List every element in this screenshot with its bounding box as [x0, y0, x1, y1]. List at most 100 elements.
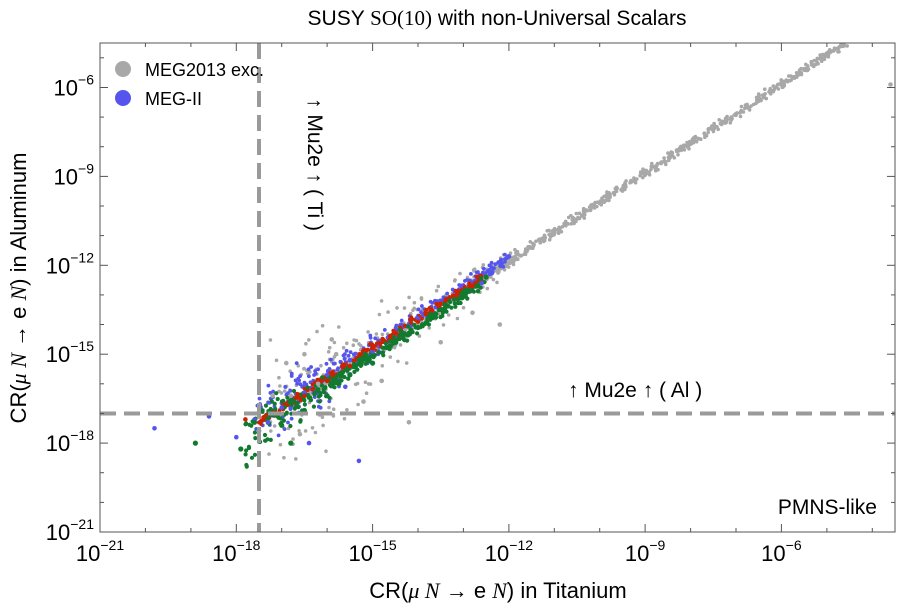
data-point [294, 457, 298, 461]
data-point [467, 284, 471, 289]
data-point-meg2013 [642, 171, 648, 176]
data-point [523, 249, 528, 253]
legend-label-meg2013: MEG2013 exc. [145, 60, 264, 80]
data-point [288, 388, 293, 393]
data-point [607, 198, 611, 203]
data-point [668, 152, 672, 156]
data-point [303, 429, 308, 433]
data-point [447, 298, 452, 303]
data-point [799, 66, 804, 71]
data-point [343, 362, 347, 367]
data-point [353, 364, 358, 369]
data-point [836, 50, 840, 54]
data-point [508, 251, 513, 255]
data-point-green [192, 440, 198, 446]
data-point [278, 442, 283, 447]
axis-ticks [99, 43, 895, 533]
data-point [362, 357, 367, 362]
data-point [639, 171, 644, 176]
data-point [392, 345, 397, 350]
x-tick-label: 10−21 [76, 537, 124, 566]
data-point [728, 121, 733, 125]
data-point [430, 308, 435, 313]
data-point-meg2013 [329, 337, 335, 342]
data-point [458, 300, 463, 306]
data-point [263, 438, 268, 443]
data-point [305, 385, 310, 390]
data-point-meg2013 [361, 399, 366, 404]
data-point [691, 137, 696, 142]
data-point [828, 50, 833, 54]
data-point [574, 211, 579, 216]
data-point [607, 191, 611, 195]
data-point [666, 158, 671, 163]
data-point [739, 104, 744, 109]
data-point [363, 380, 368, 385]
data-point [342, 357, 347, 361]
data-point [471, 289, 476, 294]
data-point [278, 384, 282, 388]
data-point-megII [152, 426, 157, 431]
data-point [304, 341, 308, 346]
mu2e-ti-label: ↑ Mu2e ↑ ( Ti ) [303, 98, 326, 231]
data-point [650, 161, 654, 166]
legend-marker-meg-ii [115, 90, 131, 106]
data-point [381, 337, 385, 342]
data-point [344, 368, 350, 373]
data-point [771, 84, 776, 88]
data-point [279, 391, 284, 395]
data-point [262, 432, 268, 438]
data-point [246, 445, 252, 451]
data-point [547, 238, 552, 242]
data-point [311, 404, 316, 409]
data-point [653, 168, 658, 173]
data-point [364, 352, 369, 357]
data-point-megII [324, 372, 330, 378]
data-point [706, 130, 710, 135]
data-point-meg2013 [470, 310, 475, 316]
data-point [364, 391, 369, 396]
data-point [590, 202, 595, 207]
data-point-green [415, 324, 421, 331]
data-point [419, 296, 424, 300]
data-point [580, 213, 584, 217]
data-point [493, 262, 498, 267]
data-point [302, 402, 307, 407]
data-point [417, 334, 422, 338]
data-point [380, 364, 385, 368]
data-point-meg2013 [438, 340, 444, 345]
data-point [297, 429, 301, 433]
data-point [398, 343, 403, 347]
data-point-megII [306, 440, 312, 446]
data-point [420, 316, 424, 321]
data-point-meg2013 [297, 431, 303, 437]
data-point [401, 337, 406, 342]
data-point [445, 291, 450, 296]
data-point [298, 398, 303, 403]
data-point [682, 148, 687, 152]
data-point [336, 366, 340, 371]
data-point [582, 210, 587, 215]
data-point [247, 422, 252, 427]
data-point [574, 219, 578, 224]
chart-title-suffix: with non-Universal Scalars [437, 7, 687, 30]
data-point [345, 408, 349, 412]
data-point [620, 187, 624, 191]
data-point [556, 231, 561, 235]
data-point [763, 87, 767, 91]
data-point [358, 363, 363, 368]
data-point-green [460, 289, 466, 295]
data-point [268, 338, 273, 342]
data-point [331, 407, 336, 412]
data-point-red [347, 363, 353, 369]
data-point [399, 318, 404, 323]
data-point [346, 353, 351, 358]
data-point [339, 378, 344, 383]
data-point-red [415, 319, 421, 324]
data-point-megII [234, 434, 239, 440]
data-point [282, 389, 287, 393]
data-point [307, 338, 311, 342]
data-point [309, 365, 313, 369]
data-point [420, 323, 425, 328]
data-point-green [324, 393, 330, 399]
